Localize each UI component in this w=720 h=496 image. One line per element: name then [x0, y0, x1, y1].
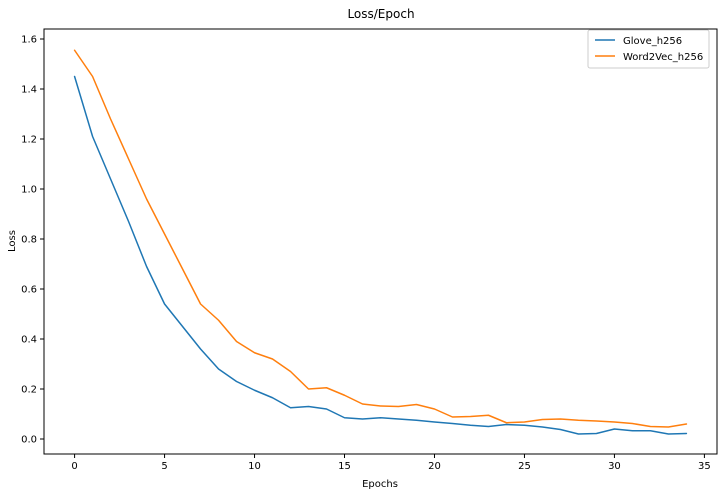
legend-box [587, 29, 710, 69]
plot-frame [43, 28, 718, 455]
y-tick-label: 0.6 [21, 285, 37, 296]
x-tick-label: 25 [518, 461, 531, 472]
x-tick-label: 20 [428, 461, 441, 472]
y-axis-label: Loss [7, 230, 18, 252]
x-tick-label: 0 [71, 461, 77, 472]
y-tick-label: 0.4 [21, 335, 37, 346]
x-axis: 0 5 10 15 20 25 30 35 [71, 454, 711, 472]
x-tick-label: 35 [698, 461, 711, 472]
y-tick-label: 1.6 [21, 35, 37, 46]
chart-title: Loss/Epoch [347, 7, 414, 21]
series-lines [73, 49, 688, 435]
y-axis: 0.0 0.2 0.4 0.6 0.8 1.0 1.2 1.4 1.6 [21, 35, 44, 446]
legend: Glove_h256 Word2Vec_h256 [587, 29, 710, 69]
legend-label-glove: Glove_h256 [623, 36, 682, 47]
x-tick-label: 30 [608, 461, 621, 472]
series-line-word2vec-h256 [73, 49, 688, 428]
x-tick-label: 5 [161, 461, 167, 472]
y-tick-label: 0.0 [21, 435, 37, 446]
y-tick-label: 1.4 [21, 85, 37, 96]
y-tick-label: 0.2 [21, 385, 37, 396]
y-tick-label: 0.8 [21, 235, 37, 246]
x-tick-label: 15 [338, 461, 351, 472]
x-axis-label: Epochs [362, 479, 398, 490]
series-line-glove-h256 [73, 75, 688, 435]
legend-label-word2vec: Word2Vec_h256 [623, 52, 703, 63]
y-tick-label: 1.0 [21, 185, 37, 196]
y-tick-label: 1.2 [21, 135, 37, 146]
x-tick-label: 10 [248, 461, 261, 472]
